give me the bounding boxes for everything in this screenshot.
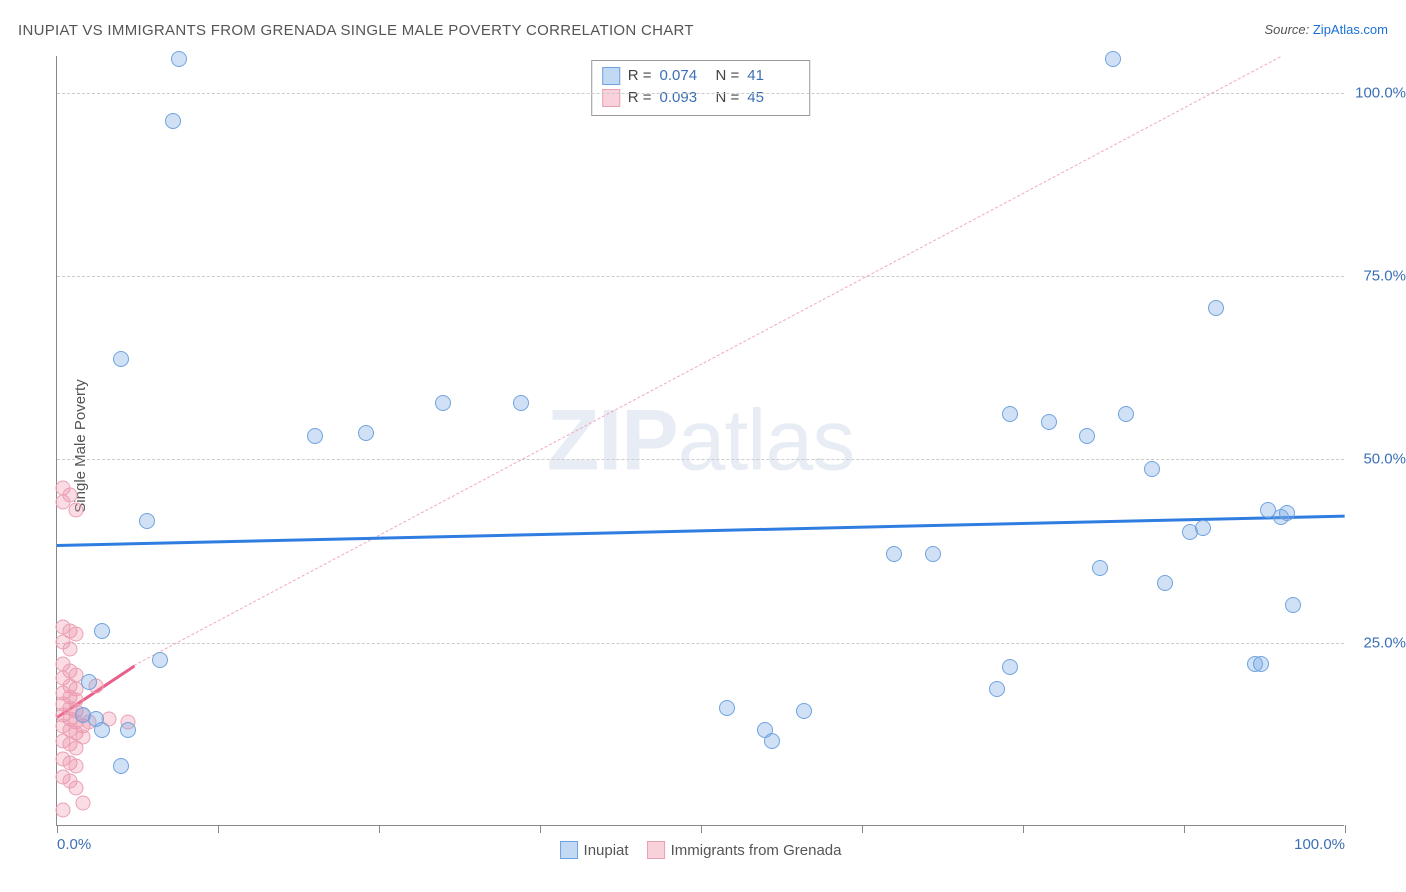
data-point-inupiat bbox=[81, 674, 97, 690]
data-point-inupiat bbox=[1002, 406, 1018, 422]
y-tick-label: 75.0% bbox=[1350, 268, 1406, 285]
y-tick-label: 50.0% bbox=[1350, 451, 1406, 468]
data-point-inupiat bbox=[1002, 659, 1018, 675]
legend-item-grenada: Immigrants from Grenada bbox=[647, 841, 842, 859]
swatch-grenada bbox=[647, 841, 665, 859]
data-point-inupiat bbox=[1279, 505, 1295, 521]
data-point-inupiat bbox=[1079, 428, 1095, 444]
data-point-inupiat bbox=[1157, 575, 1173, 591]
data-point-inupiat bbox=[171, 51, 187, 67]
data-point-inupiat bbox=[989, 681, 1005, 697]
scatter-chart: ZIPatlas R = 0.074 N = 41 R = 0.093 N = … bbox=[56, 56, 1344, 826]
data-point-inupiat bbox=[513, 395, 529, 411]
data-point-inupiat bbox=[1144, 461, 1160, 477]
x-tick bbox=[1023, 825, 1024, 833]
data-point-inupiat bbox=[886, 546, 902, 562]
data-point-grenada bbox=[62, 642, 77, 657]
data-point-inupiat bbox=[94, 722, 110, 738]
x-tick bbox=[379, 825, 380, 833]
data-point-inupiat bbox=[796, 703, 812, 719]
data-point-inupiat bbox=[1285, 597, 1301, 613]
gridline-h bbox=[57, 459, 1344, 460]
data-point-inupiat bbox=[113, 351, 129, 367]
data-point-inupiat bbox=[435, 395, 451, 411]
source-attribution: Source: ZipAtlas.com bbox=[1264, 22, 1388, 37]
data-point-inupiat bbox=[1105, 51, 1121, 67]
x-tick bbox=[701, 825, 702, 833]
data-point-inupiat bbox=[165, 113, 181, 129]
x-tick-label: 0.0% bbox=[57, 836, 91, 853]
data-point-inupiat bbox=[152, 652, 168, 668]
page-title: INUPIAT VS IMMIGRANTS FROM GRENADA SINGL… bbox=[18, 22, 694, 39]
data-point-inupiat bbox=[1195, 520, 1211, 536]
data-point-grenada bbox=[69, 759, 84, 774]
stats-row-grenada: R = 0.093 N = 45 bbox=[602, 87, 796, 109]
y-tick-label: 100.0% bbox=[1350, 84, 1406, 101]
data-point-inupiat bbox=[139, 513, 155, 529]
stats-row-inupiat: R = 0.074 N = 41 bbox=[602, 65, 796, 87]
stats-legend: R = 0.074 N = 41 R = 0.093 N = 45 bbox=[591, 60, 811, 116]
data-point-inupiat bbox=[358, 425, 374, 441]
data-point-inupiat bbox=[94, 623, 110, 639]
swatch-inupiat bbox=[560, 841, 578, 859]
data-point-inupiat bbox=[307, 428, 323, 444]
x-tick bbox=[57, 825, 58, 833]
legend-item-inupiat: Inupiat bbox=[560, 841, 629, 859]
x-tick bbox=[1345, 825, 1346, 833]
source-link[interactable]: ZipAtlas.com bbox=[1313, 22, 1388, 37]
data-point-inupiat bbox=[764, 733, 780, 749]
data-point-grenada bbox=[69, 781, 84, 796]
data-point-inupiat bbox=[1092, 560, 1108, 576]
data-point-grenada bbox=[75, 796, 90, 811]
x-tick bbox=[540, 825, 541, 833]
data-point-inupiat bbox=[1041, 414, 1057, 430]
data-point-inupiat bbox=[1208, 300, 1224, 316]
x-tick-label: 100.0% bbox=[1294, 836, 1345, 853]
data-point-grenada bbox=[69, 502, 84, 517]
swatch-inupiat bbox=[602, 67, 620, 85]
trend-line bbox=[57, 514, 1345, 546]
x-tick bbox=[218, 825, 219, 833]
x-tick bbox=[1184, 825, 1185, 833]
data-point-grenada bbox=[69, 741, 84, 756]
data-point-inupiat bbox=[120, 722, 136, 738]
data-point-grenada bbox=[56, 803, 71, 818]
data-point-grenada bbox=[69, 627, 84, 642]
gridline-h bbox=[57, 643, 1344, 644]
data-point-inupiat bbox=[1253, 656, 1269, 672]
data-point-inupiat bbox=[1118, 406, 1134, 422]
data-point-inupiat bbox=[925, 546, 941, 562]
y-tick-label: 25.0% bbox=[1350, 634, 1406, 651]
gridline-h bbox=[57, 276, 1344, 277]
series-legend: Inupiat Immigrants from Grenada bbox=[560, 841, 842, 859]
watermark: ZIPatlas bbox=[547, 391, 854, 490]
x-tick bbox=[862, 825, 863, 833]
data-point-inupiat bbox=[719, 700, 735, 716]
trend-line bbox=[134, 56, 1281, 666]
gridline-h bbox=[57, 93, 1344, 94]
data-point-inupiat bbox=[113, 758, 129, 774]
